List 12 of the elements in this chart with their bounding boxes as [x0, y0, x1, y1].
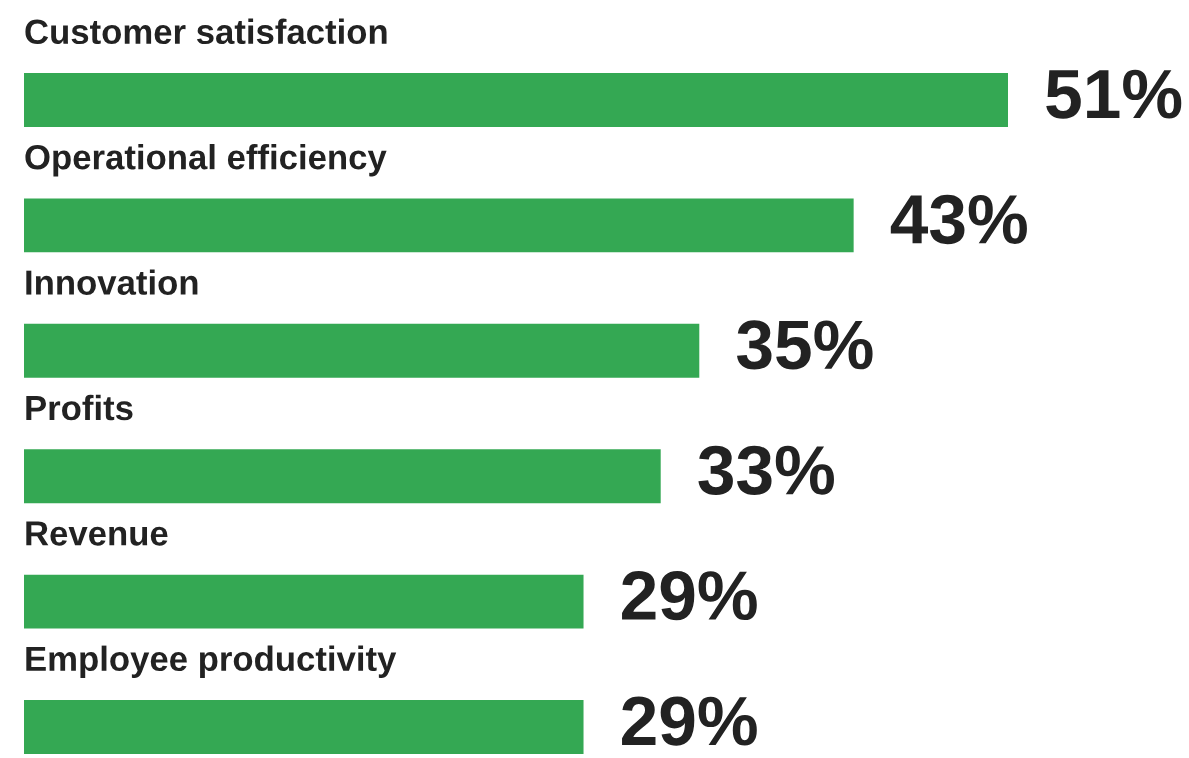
data-label: 43%: [890, 194, 1027, 245]
y-tick-label: Revenue: [26, 521, 168, 546]
data-label: 33%: [698, 445, 834, 495]
data-label: 51%: [1046, 69, 1182, 119]
data-label: 29%: [622, 571, 757, 621]
data-label: 29%: [622, 696, 757, 746]
y-tick-label: Profits: [26, 394, 133, 421]
y-tick-label: Innovation: [26, 269, 198, 295]
y-tick-label: Operational efficiency: [25, 144, 387, 177]
data-label: 35%: [737, 320, 873, 370]
y-tick-label: Customer satisfaction: [25, 18, 387, 45]
y-tick-label: Employee productivity: [26, 645, 397, 678]
